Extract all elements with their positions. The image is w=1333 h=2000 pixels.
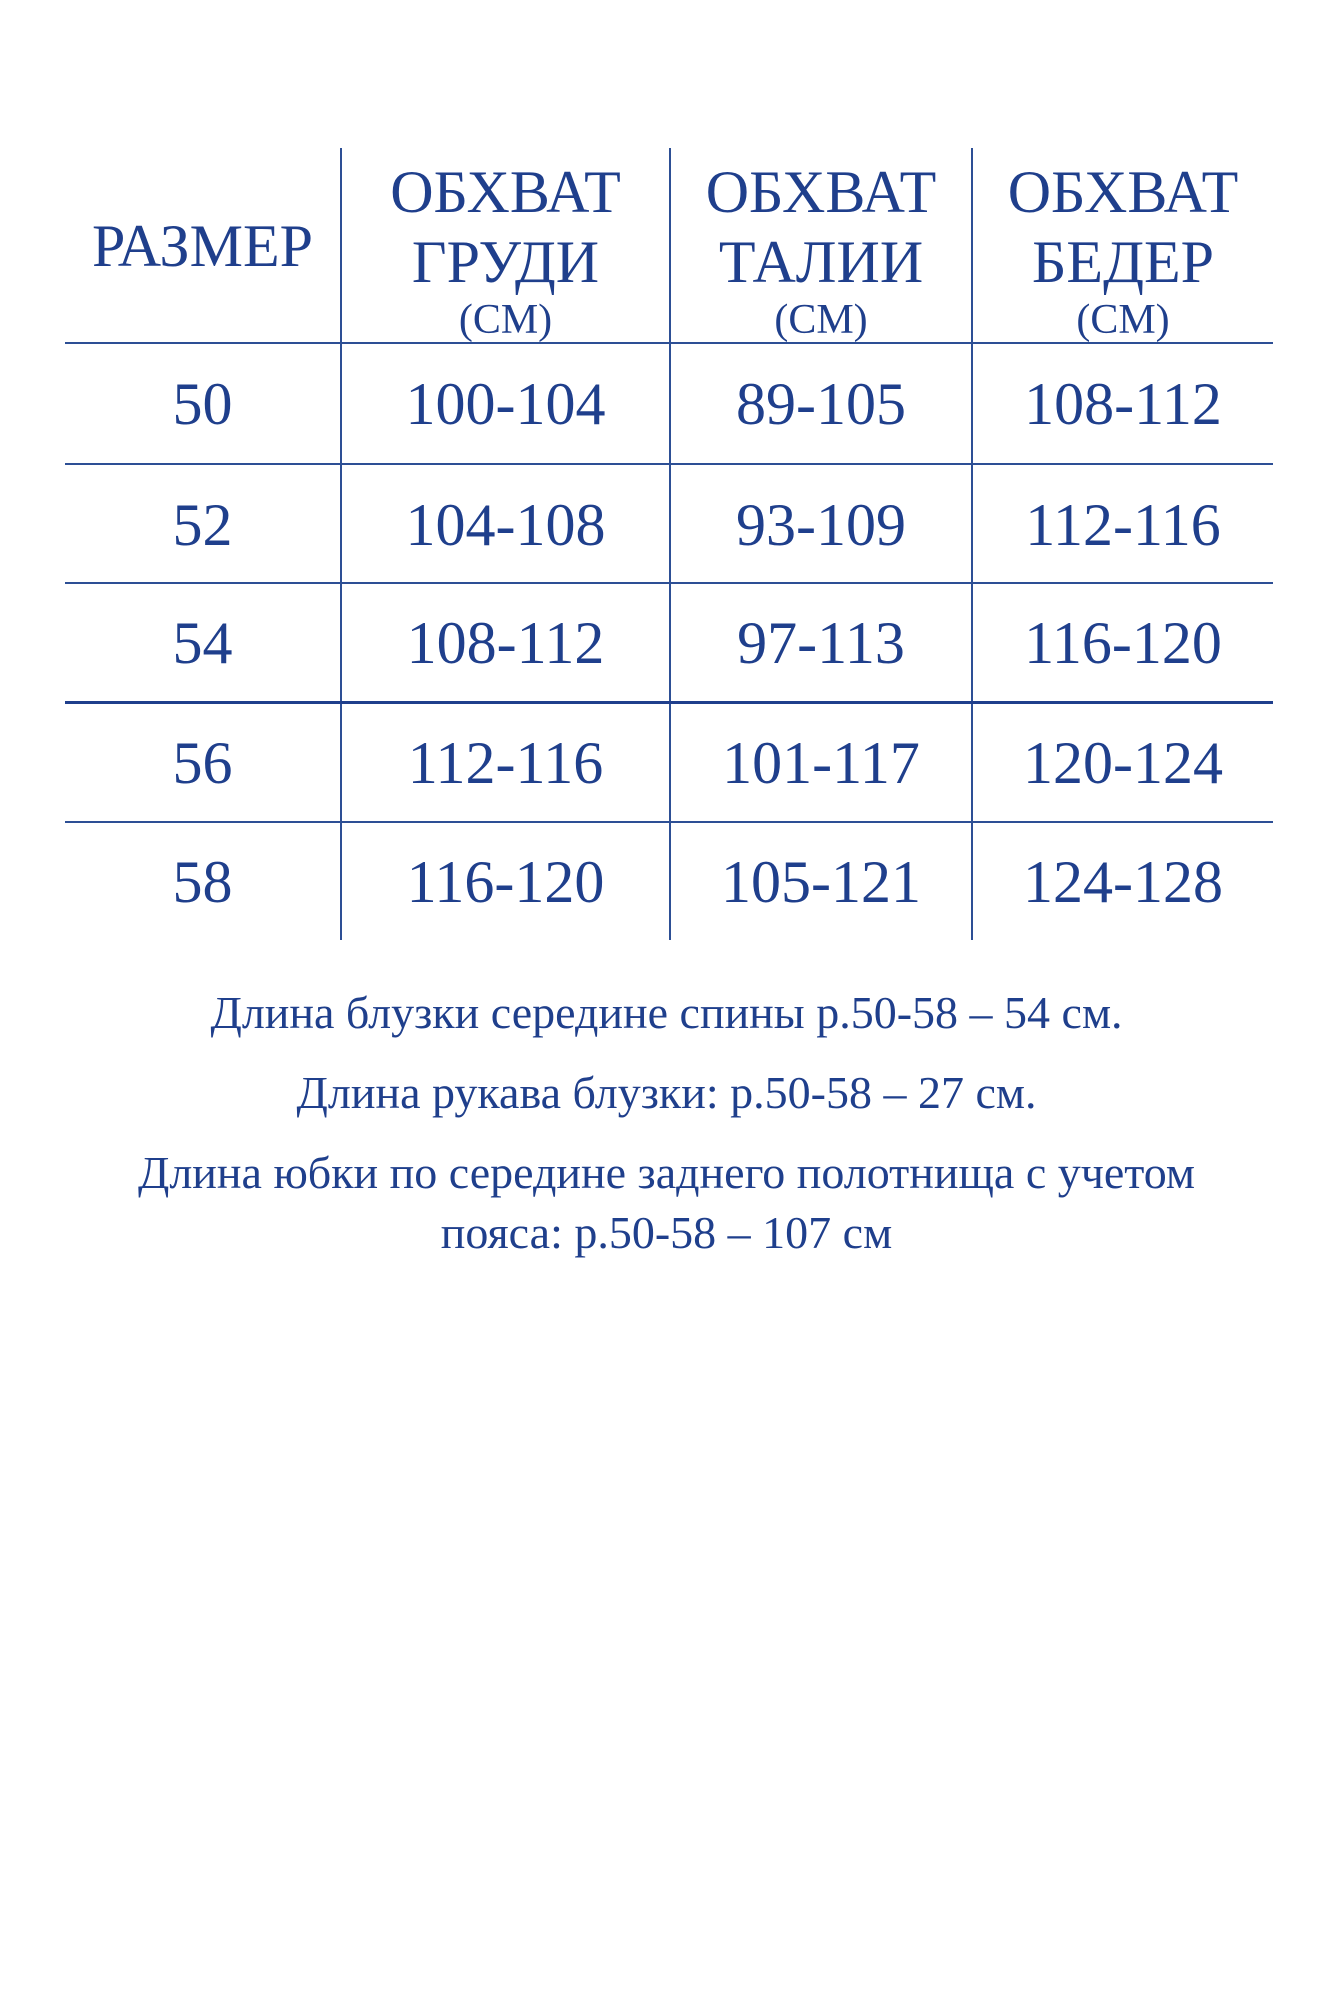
note-skirt-length: Длина юбки по середине заднего полотнища… (137, 1147, 1196, 1198)
header-size: РАЗМЕР (65, 148, 340, 343)
cell-waist: 101-117 (722, 730, 920, 796)
row-divider (65, 463, 1273, 465)
cell-chest: 116-120 (406, 848, 605, 915)
cell-chest: 112-116 (407, 730, 604, 796)
row-divider (65, 821, 1273, 823)
column-divider (669, 148, 671, 940)
cell-waist: 89-105 (736, 370, 906, 437)
cell-waist: 93-109 (736, 491, 906, 558)
header-text: ТАЛИИ (718, 228, 924, 295)
row-divider (65, 582, 1273, 584)
header-text: ОБХВАТ (390, 158, 621, 225)
header-text: РАЗМЕР (92, 212, 313, 279)
header-unit: (СМ) (458, 296, 553, 343)
cell-hips: 120-124 (1023, 730, 1223, 796)
cell-hips: 116-120 (1024, 610, 1222, 676)
cell-size: 54 (172, 610, 233, 676)
header-waist: ОБХВАТ ТАЛИИ (СМ) (671, 148, 971, 347)
cell-chest: 108-112 (406, 610, 605, 676)
cell-size: 50 (172, 370, 233, 437)
column-divider (971, 148, 973, 940)
note-blouse-length: Длина блузки середине спины р.50-58 – 54… (210, 987, 1123, 1038)
header-unit: (СМ) (1076, 296, 1170, 343)
row-divider (65, 342, 1273, 344)
cell-size: 58 (172, 848, 233, 915)
header-chest: ОБХВАТ ГРУДИ (СМ) (342, 148, 669, 347)
cell-size: 52 (172, 491, 233, 558)
header-text: ОБХВАТ (1007, 158, 1239, 225)
note-sleeve-length: Длина рукава блузки: р.50-58 – 27 см. (296, 1067, 1037, 1118)
cell-hips: 124-128 (1023, 848, 1223, 915)
cell-hips: 108-112 (1024, 370, 1222, 437)
header-hips: ОБХВАТ БЕДЕР (СМ) (973, 148, 1273, 347)
note-skirt-length-cont: пояса: р.50-58 – 107 см (440, 1207, 893, 1258)
cell-waist: 97-113 (737, 610, 905, 676)
header-text: ОБХВАТ (705, 158, 937, 225)
cell-hips: 112-116 (1025, 491, 1221, 558)
cell-size: 56 (172, 730, 233, 796)
cell-waist: 105-121 (721, 848, 921, 915)
header-text: ГРУДИ (411, 228, 600, 295)
header-text: БЕДЕР (1031, 228, 1215, 295)
cell-chest: 100-104 (405, 370, 606, 437)
column-divider (340, 148, 342, 940)
row-divider (65, 701, 1273, 704)
cell-chest: 104-108 (405, 491, 606, 558)
header-unit: (СМ) (774, 296, 868, 343)
